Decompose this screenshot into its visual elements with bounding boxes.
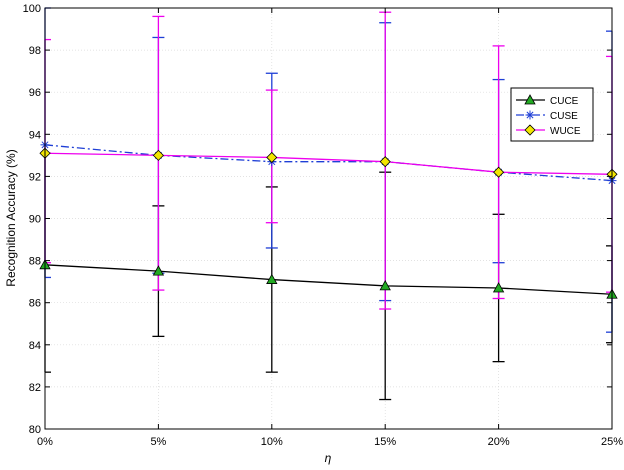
legend-entry: CUSE xyxy=(516,110,578,122)
data-point-triangle xyxy=(379,280,391,291)
x-axis-label: η xyxy=(325,451,332,465)
x-tick-label: 25% xyxy=(601,436,623,448)
data-point-diamond xyxy=(266,151,278,164)
legend: CUCE CUSE WUCE xyxy=(510,87,594,142)
y-tick-label: 100 xyxy=(23,3,41,15)
series-line xyxy=(44,264,613,295)
legend-label: WUCE xyxy=(550,126,581,137)
y-tick-label: 88 xyxy=(29,256,41,268)
x-tick-label: 0% xyxy=(37,436,53,448)
series-line xyxy=(44,152,613,175)
data-point-triangle xyxy=(266,273,278,284)
legend-entry: WUCE xyxy=(516,124,581,137)
x-tick-label: 20% xyxy=(488,436,510,448)
series-line xyxy=(44,144,613,182)
legend-label: CUSE xyxy=(550,111,578,122)
plot-area xyxy=(45,8,612,429)
data-point-triangle xyxy=(492,282,505,293)
x-tick-label: 15% xyxy=(374,436,396,448)
x-axis-ticks: 0% 5% 10% 15% 20% 25% xyxy=(37,8,623,448)
data-point-diamond xyxy=(379,156,391,168)
y-axis-ticks: 80 82 84 86 88 90 92 94 96 98 100 xyxy=(23,3,612,436)
y-tick-label: 92 xyxy=(29,171,41,183)
legend-label: CUCE xyxy=(550,96,579,107)
data-point-triangle xyxy=(524,94,536,105)
data-point-diamond xyxy=(524,124,536,136)
legend-entry: CUCE xyxy=(516,94,579,107)
data-point-star xyxy=(525,110,535,120)
x-tick-label: 10% xyxy=(261,436,283,448)
y-tick-label: 98 xyxy=(29,45,41,57)
y-tick-label: 80 xyxy=(29,424,41,436)
y-tick-label: 86 xyxy=(29,298,41,310)
y-tick-label: 84 xyxy=(29,340,41,352)
data-point-diamond xyxy=(493,166,505,178)
x-tick-label: 5% xyxy=(150,436,166,448)
series-lines xyxy=(44,144,613,295)
data-point-diamond xyxy=(152,149,164,161)
y-tick-label: 90 xyxy=(29,214,41,226)
y-tick-label: 94 xyxy=(29,129,41,141)
y-tick-label: 82 xyxy=(29,382,41,394)
data-point-triangle xyxy=(152,265,165,276)
legend-box xyxy=(510,87,594,142)
star-stroke xyxy=(526,111,534,119)
y-axis-label: Recognition Accuracy (%) xyxy=(4,149,18,286)
y-tick-label: 96 xyxy=(29,87,41,99)
